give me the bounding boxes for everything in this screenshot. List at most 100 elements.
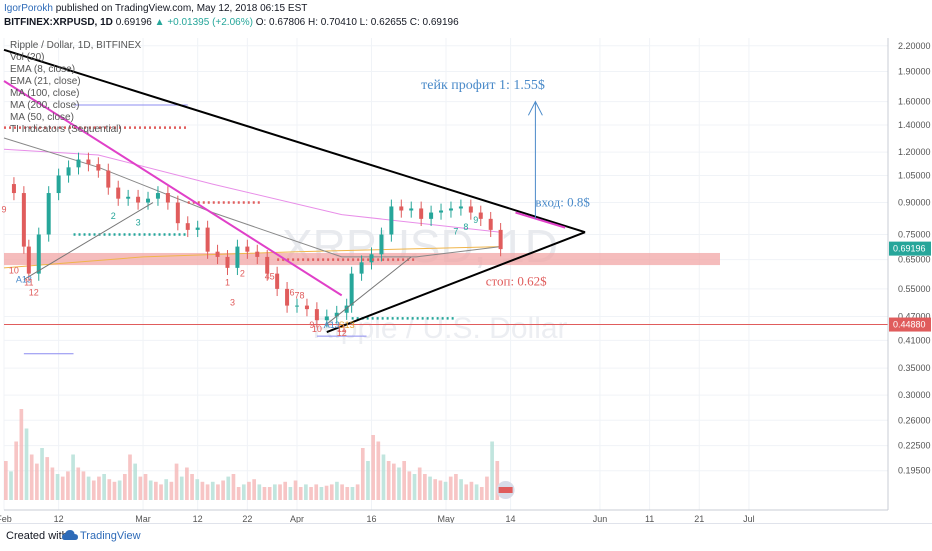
candle-body bbox=[349, 273, 354, 306]
sequential-count: 9 bbox=[309, 320, 314, 330]
y-tick-label: 1.90000 bbox=[898, 67, 931, 77]
candle-body bbox=[36, 234, 41, 274]
volume-bar bbox=[71, 454, 75, 500]
candle-body bbox=[185, 223, 190, 230]
volume-bar bbox=[210, 481, 215, 500]
volume-bar bbox=[66, 471, 70, 500]
volume-bar bbox=[469, 481, 474, 500]
sequential-count: 8 bbox=[463, 222, 468, 232]
volume-bar bbox=[35, 463, 39, 500]
volume-bar bbox=[76, 467, 81, 500]
volume-bar bbox=[138, 476, 143, 500]
sequential-count: 10 bbox=[9, 266, 19, 276]
candle-body bbox=[304, 305, 309, 310]
candle-body bbox=[468, 206, 473, 213]
volume-bar bbox=[252, 479, 256, 500]
volume-bar bbox=[14, 441, 19, 500]
volume-bar bbox=[50, 467, 55, 500]
x-tick-label: 12 bbox=[193, 514, 203, 523]
volume-bar bbox=[174, 463, 179, 500]
y-tick-label: 0.65000 bbox=[898, 255, 931, 265]
volume-bar bbox=[324, 485, 329, 500]
x-tick-label: Apr bbox=[290, 514, 304, 523]
y-tick-label: 0.19500 bbox=[898, 466, 931, 476]
volume-bar bbox=[454, 474, 458, 500]
trend-line bbox=[23, 202, 154, 280]
y-tick-label: 2.20000 bbox=[898, 41, 931, 51]
volume-bar bbox=[464, 484, 469, 500]
y-tick-label: 0.30000 bbox=[898, 390, 931, 400]
tradingview-brand[interactable]: TradingView bbox=[80, 530, 141, 542]
candle-body bbox=[175, 202, 180, 224]
candle-body bbox=[379, 234, 384, 255]
x-tick-label: 16 bbox=[366, 514, 376, 523]
target-arrow-head bbox=[527, 100, 543, 116]
support-price-badge bbox=[889, 317, 931, 332]
volume-bar bbox=[407, 471, 412, 500]
candle-body bbox=[56, 175, 61, 194]
volume-bar bbox=[417, 467, 422, 500]
candle-body bbox=[225, 256, 230, 268]
volume-bar bbox=[29, 454, 34, 500]
candle-body bbox=[205, 227, 210, 252]
last-price-label: 0.69196 bbox=[893, 244, 926, 254]
legend-indicator: TI Indicators (Sequential) bbox=[10, 124, 122, 135]
sequential-count: 12 bbox=[337, 328, 347, 338]
volume-bar bbox=[495, 461, 500, 500]
candle-body bbox=[439, 210, 444, 213]
volume-bar bbox=[247, 481, 251, 500]
author-link[interactable]: IgorPorokh bbox=[4, 3, 53, 14]
volume-bar bbox=[102, 474, 106, 500]
volume-bar bbox=[216, 484, 220, 500]
triangle-lower-line bbox=[326, 231, 586, 333]
volume-bar bbox=[433, 479, 438, 500]
volume-bar bbox=[366, 461, 370, 500]
sequential-count: 5 bbox=[270, 272, 275, 282]
candle-body bbox=[46, 193, 51, 235]
candle-body bbox=[359, 262, 364, 274]
candle-body bbox=[96, 164, 101, 171]
volume-bar bbox=[226, 476, 231, 500]
sequential-count: 10 bbox=[312, 324, 322, 334]
x-tick-label: 14 bbox=[506, 514, 516, 523]
volume-bar bbox=[335, 481, 339, 500]
candle-body bbox=[26, 246, 31, 274]
candle-body bbox=[448, 208, 453, 211]
entry-line bbox=[515, 211, 566, 229]
candle-body bbox=[265, 256, 270, 274]
triangle-upper-line bbox=[3, 48, 586, 234]
sequential-count: A13 bbox=[324, 320, 340, 330]
ma-50-line bbox=[3, 137, 501, 258]
volume-bar bbox=[40, 448, 44, 500]
volume-bar bbox=[179, 476, 184, 500]
volume-bar bbox=[298, 487, 303, 500]
sequential-count: 7 bbox=[453, 226, 458, 236]
volume-bar bbox=[19, 409, 24, 500]
candle-body bbox=[66, 167, 71, 176]
candle-body bbox=[488, 218, 493, 230]
x-tick-label: Jun bbox=[593, 514, 608, 523]
volume-bar bbox=[91, 480, 96, 500]
sequential-count: 12 bbox=[29, 287, 39, 297]
x-tick-label: Jul bbox=[743, 514, 755, 523]
volume-bar bbox=[241, 484, 246, 500]
volume-bar bbox=[159, 484, 163, 500]
sequential-count: 9 bbox=[473, 215, 478, 225]
volume-bar bbox=[423, 474, 427, 500]
y-tick-label: 0.47000 bbox=[898, 311, 931, 321]
candle-body bbox=[245, 246, 250, 252]
volume-bar bbox=[45, 457, 50, 500]
volume-bar bbox=[386, 461, 391, 500]
candle-body bbox=[21, 193, 26, 247]
volume-bar bbox=[97, 476, 101, 500]
candle-body bbox=[409, 208, 414, 211]
legend-indicator: MA (50, close) bbox=[10, 112, 74, 123]
volume-bar bbox=[133, 463, 138, 500]
publish-line: IgorPorokh published on TradingView.com,… bbox=[4, 2, 928, 16]
volume-bar bbox=[112, 481, 117, 500]
volume-bar bbox=[371, 435, 375, 500]
volume-bar bbox=[55, 474, 60, 500]
chart-title: Ripple / Dollar, 1D, BITFINEX bbox=[10, 40, 141, 51]
volume-bar bbox=[185, 467, 189, 500]
